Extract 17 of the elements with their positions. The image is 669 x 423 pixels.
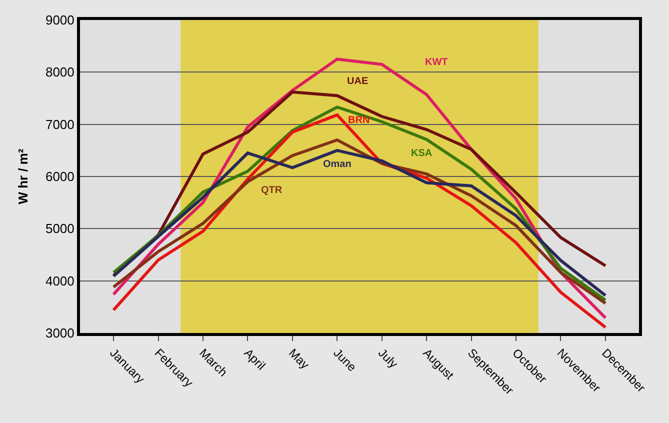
series-label: BRN bbox=[348, 115, 370, 126]
series-label: KSA bbox=[411, 148, 432, 159]
y-tick-label: 4000 bbox=[45, 273, 74, 288]
y-tick-label: 5000 bbox=[45, 221, 74, 236]
x-tick-label: May bbox=[286, 346, 312, 372]
series-label: Oman bbox=[323, 159, 352, 170]
x-tick-label: July bbox=[375, 346, 400, 371]
y-tick-label: 9000 bbox=[45, 12, 74, 28]
y-tick-label: 7000 bbox=[45, 116, 74, 132]
y-tick-label: 6000 bbox=[45, 169, 74, 184]
y-tick-label: 3000 bbox=[45, 326, 74, 341]
series-label: UAE bbox=[347, 76, 368, 87]
y-axis-title: W hr / m² bbox=[15, 148, 30, 204]
text: KWT bbox=[425, 57, 448, 68]
y-tick-label: 8000 bbox=[45, 64, 74, 80]
x-tick-label: April bbox=[241, 346, 268, 373]
series-label: QTR bbox=[261, 185, 283, 196]
